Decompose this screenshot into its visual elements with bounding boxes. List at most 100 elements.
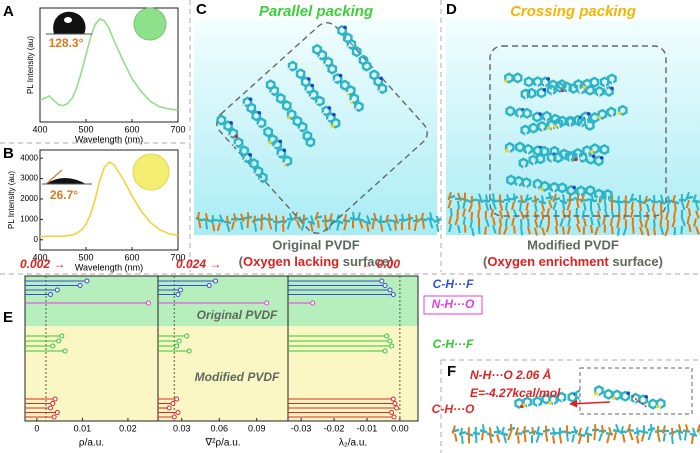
substituent: [310, 215, 315, 224]
lollipop-dot: [54, 287, 60, 293]
lollipop-dot: [50, 343, 56, 349]
atom: [644, 394, 648, 399]
ring: [590, 143, 600, 155]
substituent: [535, 434, 540, 443]
substituent: [525, 210, 529, 219]
substituent: [646, 227, 650, 237]
substituent: [366, 223, 370, 232]
bond: [579, 89, 583, 98]
substituent: [422, 220, 425, 229]
substituent: [413, 222, 417, 232]
substituent: [469, 219, 473, 229]
ring: [599, 144, 610, 156]
substituent: [639, 210, 642, 220]
bond: [544, 116, 548, 125]
substituent: [485, 194, 489, 203]
bond: [319, 110, 327, 117]
angle-line: [45, 169, 63, 185]
chain: [472, 431, 481, 436]
bond: [321, 61, 329, 68]
substituent: [546, 208, 550, 217]
bond: [566, 87, 570, 96]
substituent: [552, 201, 557, 211]
atom: [282, 148, 287, 153]
atom: [591, 154, 596, 158]
lollipop-dot: [389, 410, 395, 415]
substituent: [457, 192, 462, 202]
substituent: [462, 200, 466, 209]
substituent: [545, 224, 550, 233]
substituent: [462, 208, 466, 217]
ring: [597, 108, 608, 120]
substituent: [436, 215, 440, 225]
bond: [516, 181, 520, 190]
substituent: [459, 427, 463, 437]
substituent: [420, 212, 424, 221]
atom: [332, 112, 336, 117]
bond: [285, 65, 294, 72]
substituent: [366, 215, 371, 224]
x-axis-label: Wavelength (nm): [75, 262, 143, 272]
bond: [550, 157, 554, 166]
ring: [263, 126, 273, 138]
chain: [503, 197, 512, 202]
ring: [287, 60, 298, 72]
substituent: [552, 193, 557, 203]
substituent: [474, 426, 477, 436]
substituent: [622, 227, 627, 236]
substituent: [503, 226, 508, 235]
substituent: [567, 217, 571, 227]
legend-box: [423, 295, 483, 315]
bond: [507, 147, 511, 156]
substituent: [660, 194, 665, 204]
substituent: [343, 214, 347, 223]
atom: [248, 152, 252, 157]
ring: [537, 120, 547, 132]
atom: [540, 187, 544, 192]
substituent: [671, 194, 676, 204]
chain: [657, 199, 666, 205]
hbond: [631, 395, 649, 409]
substituent: [514, 427, 519, 436]
bond: [532, 159, 536, 169]
substituent: [653, 227, 657, 236]
substituent: [205, 213, 209, 222]
lollipop-dot: [384, 333, 390, 339]
substituent: [597, 210, 601, 220]
substituent: [611, 226, 614, 235]
substituent: [507, 431, 512, 441]
substituent: [555, 225, 559, 235]
substituent: [254, 223, 257, 232]
substituent: [580, 194, 585, 203]
substituent: [615, 423, 620, 433]
subcaption-part: Oxygen enrichment: [487, 254, 609, 269]
x-tick-label: 600: [124, 252, 139, 262]
ring: [275, 92, 286, 104]
legend-entry: C-H···F: [433, 277, 474, 291]
substituent: [590, 224, 594, 234]
bond: [535, 184, 539, 193]
substituent: [268, 221, 273, 230]
group-label: Original PVDF: [197, 308, 278, 322]
reference-value: 0.00: [377, 257, 401, 271]
ring: [607, 73, 617, 85]
substituent: [650, 423, 653, 433]
ring: [297, 121, 308, 133]
bond: [270, 143, 278, 150]
reference-label: ← 0.00: [361, 257, 400, 271]
render-title: Crossing packing: [510, 3, 636, 20]
bond: [550, 89, 554, 98]
substituent: [622, 434, 626, 443]
substituent: [636, 427, 640, 436]
substituent: [597, 202, 602, 212]
substituent: [226, 215, 229, 224]
group-label: Modified PVDF: [195, 370, 280, 384]
substituent: [688, 208, 691, 217]
ring: [655, 398, 666, 410]
substituent: [499, 202, 504, 211]
substituent: [527, 226, 531, 235]
substituent: [436, 223, 440, 233]
spectrum-line: [39, 17, 179, 111]
substituent: [672, 210, 676, 220]
substituent: [573, 426, 578, 435]
